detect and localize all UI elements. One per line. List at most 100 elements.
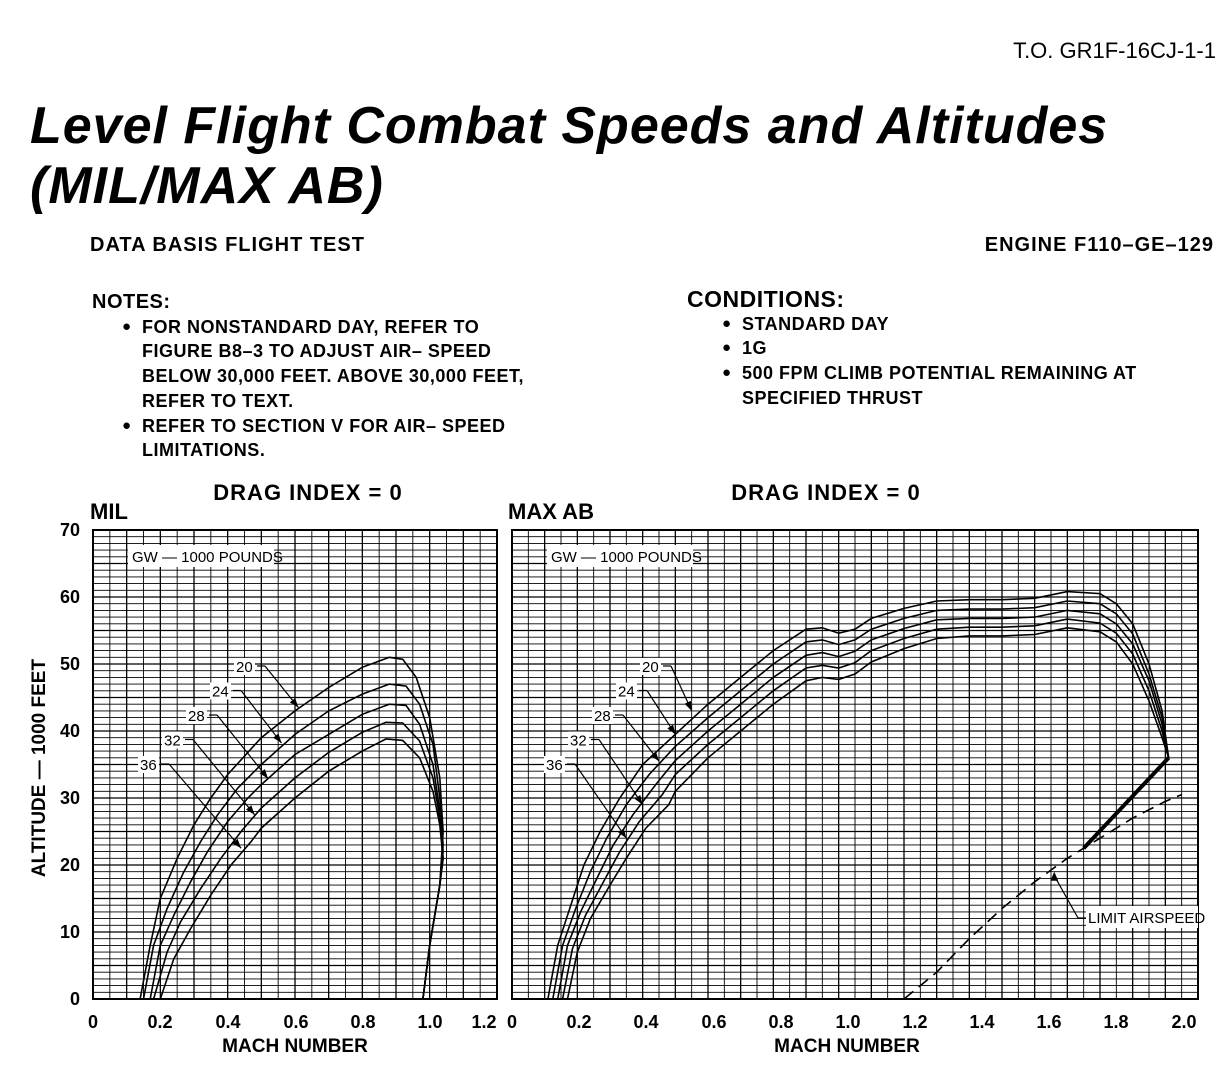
callout-32: 32 <box>162 731 256 816</box>
climb-segment-line <box>1082 756 1171 850</box>
grid <box>92 529 498 1000</box>
callout-arrowhead <box>667 724 676 735</box>
legend-label: GW — 1000 POUNDS <box>132 549 283 566</box>
callout-label: 24 <box>618 684 635 701</box>
callout-label: 28 <box>188 708 205 725</box>
limit-airspeed-line <box>903 793 1183 1000</box>
callout-leader <box>192 739 256 816</box>
condition-item: 1G <box>722 336 1187 361</box>
x-tick-label: 2.0 <box>1171 1012 1196 1032</box>
x-tick-label: 1.2 <box>902 1012 927 1032</box>
callout-leader <box>598 739 644 806</box>
callout-20: 20 <box>640 658 693 712</box>
x-tick-label: 0.8 <box>350 1012 375 1032</box>
callout-label: 24 <box>212 684 229 701</box>
callout-leader <box>574 763 627 839</box>
callout-arrowhead <box>232 838 242 849</box>
callout-backdrop <box>138 756 159 773</box>
document-number: T.O. GR1F-16CJ-1-1 <box>1013 38 1216 63</box>
x-tick-label: 1.6 <box>1036 1012 1061 1032</box>
data-basis-label: DATA BASIS FLIGHT TEST <box>90 234 365 256</box>
series-line-gw-32 <box>152 721 444 1000</box>
note-item: REFER TO SECTION V FOR AIR– SPEED LIMITA… <box>122 414 532 463</box>
x-tick-label: 0 <box>88 1012 98 1032</box>
notes-block: NOTES: FOR NONSTANDARD DAY, REFER TO FIG… <box>92 290 532 463</box>
legend-backdrop <box>547 545 693 567</box>
callout-backdrop <box>186 707 207 724</box>
x-tick-label: 0.6 <box>283 1012 308 1032</box>
callout-backdrop <box>234 658 255 675</box>
x-tick-label: 1.0 <box>417 1012 442 1032</box>
note-item: FOR NONSTANDARD DAY, REFER TO FIGURE B8–… <box>122 315 532 414</box>
panel-label: MAX AB <box>508 499 594 524</box>
callout-label: 36 <box>140 757 157 774</box>
chart-1: GW — 1000 POUNDS MAX AB DRAG INDEX = 0 MACH… <box>507 480 1205 1057</box>
callout-label: 20 <box>236 659 253 676</box>
x-tick-label: 1.2 <box>471 1012 496 1032</box>
callout-backdrop <box>210 682 231 700</box>
y-tick-label: 60 <box>60 587 80 607</box>
limit-airspeed-label: LIMIT AIRSPEED <box>1088 910 1205 927</box>
x-tick-label: 0.4 <box>215 1012 240 1032</box>
callout-24: 24 <box>616 682 676 735</box>
callout-backdrop <box>616 682 637 700</box>
y-tick-label: 10 <box>60 922 80 942</box>
chart-0: GW — 1000 POUNDS MIL DRAG INDEX = 0 MACH NU… <box>29 480 498 1057</box>
y-tick-label: 0 <box>70 989 80 1009</box>
x-tick-label: 1.4 <box>969 1012 994 1032</box>
x-tick-label: 0.4 <box>633 1012 658 1032</box>
callout-32: 32 <box>568 731 644 806</box>
callout-28: 28 <box>186 707 269 779</box>
limit-airspeed-arrowhead <box>1050 871 1059 881</box>
legend-backdrop <box>128 545 274 567</box>
series-line-gw-36 <box>159 738 444 1000</box>
callout-backdrop <box>544 756 565 773</box>
callout-leader <box>622 714 660 762</box>
plot-frame <box>511 529 1199 1000</box>
x-tick-label: 1.8 <box>1103 1012 1128 1032</box>
callout-arrowhead <box>684 700 692 711</box>
callout-arrowhead <box>618 828 627 839</box>
series-line-gw-20 <box>547 590 1170 1000</box>
callout-label: 32 <box>570 733 587 750</box>
callout-24: 24 <box>210 682 283 744</box>
series-group <box>139 656 444 1000</box>
callout-backdrop <box>592 707 613 724</box>
grid <box>511 529 1199 1000</box>
conditions-block: CONDITIONS: STANDARD DAY 1G 500 FPM CLIM… <box>687 287 1187 411</box>
y-tick-label: 30 <box>60 788 80 808</box>
x-tick-label: 1.0 <box>835 1012 860 1032</box>
x-tick-label: 0 <box>507 1012 517 1032</box>
callout-arrowhead <box>634 794 643 805</box>
callout-arrowhead <box>273 733 282 744</box>
callout-label: 32 <box>164 733 181 750</box>
callout-label: 20 <box>642 659 659 676</box>
page-subtitle: (MIL/MAX AB) <box>30 157 384 215</box>
condition-item: 500 FPM CLIMB POTENTIAL REMAINING AT SPE… <box>722 361 1187 410</box>
callout-36: 36 <box>544 756 627 839</box>
callout-backdrop <box>568 731 589 749</box>
x-tick-label: 0.2 <box>566 1012 591 1032</box>
callout-leader <box>168 763 242 849</box>
plot-frame <box>92 529 498 1000</box>
notes-heading: NOTES: <box>92 291 171 313</box>
conditions-heading: CONDITIONS: <box>687 286 845 312</box>
y-tick-label: 40 <box>60 721 80 741</box>
x-tick-label: 0.2 <box>147 1012 172 1032</box>
chart-title: DRAG INDEX = 0 <box>213 480 402 505</box>
limit-airspeed-leader <box>1053 875 1079 919</box>
callout-label: 36 <box>546 757 563 774</box>
callout-arrowhead <box>245 805 255 815</box>
series-line-gw-20 <box>139 656 444 1000</box>
y-axis-label: ALTITUDE — 1000 FEET <box>29 659 50 878</box>
x-tick-label: 0.6 <box>701 1012 726 1032</box>
page-title: Level Flight Combat Speeds and Altitudes <box>30 97 1109 155</box>
y-tick-label: 70 <box>60 520 80 540</box>
series-line-gw-32 <box>561 618 1170 1000</box>
callout-arrowhead <box>289 698 299 708</box>
engine-label: ENGINE F110–GE–129 <box>984 234 1214 256</box>
callout-36: 36 <box>138 756 242 849</box>
callout-arrowhead <box>650 751 659 762</box>
limit-airspeed-backdrop <box>1086 906 1198 928</box>
callout-backdrop <box>162 731 183 749</box>
